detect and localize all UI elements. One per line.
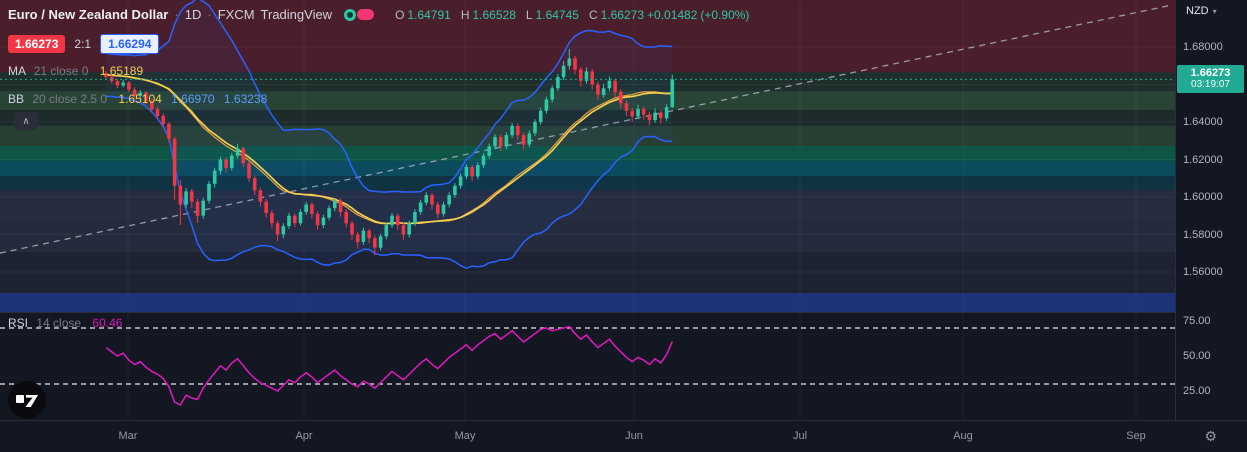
symbol-header-row: Euro / New Zealand Dollar · 1D · FXCM Tr… [8, 6, 749, 23]
chevron-down-icon: ▾ [1212, 6, 1217, 16]
price-axis-label: 1.60000 [1183, 191, 1223, 203]
bb-basis-value: 1.65104 [118, 92, 162, 106]
time-axis-label: May [454, 430, 476, 442]
low-label: L [525, 7, 533, 22]
price-axis-label: 1.56000 [1183, 266, 1223, 278]
time-axis-label: Aug [953, 430, 973, 442]
ma-value: 1.65189 [99, 64, 144, 78]
pane-separator[interactable] [0, 312, 1175, 313]
ohlc-readout: O 1.64791 H 1.66528 L 1.64745 C 1.66273 +0.0… [388, 8, 749, 22]
high-value: 1.66528 [472, 7, 516, 22]
time-axis-label: Apr [295, 430, 313, 442]
rsi-legend[interactable]: RSI 14 close 60.46 [8, 316, 122, 330]
price-flag-blue[interactable]: 1.66294 [100, 34, 160, 54]
price-flag-red[interactable]: 1.66273 [8, 35, 66, 53]
price-axis[interactable]: NZD ▾ 1.66273 03:19:07 1.680001.660001.6… [1175, 0, 1247, 452]
bb-lower-value: 1.63238 [223, 92, 268, 106]
price-axis-label: 1.58000 [1183, 228, 1223, 241]
rsi-value: 60.46 [92, 316, 123, 330]
separator-dot: · [174, 7, 179, 22]
separator-dot: · [207, 7, 212, 22]
pink-pill-icon [357, 9, 375, 20]
interval-label[interactable]: 1D [184, 7, 202, 22]
tradingview-logo[interactable] [8, 381, 46, 424]
time-axis[interactable]: ⚙ Mar Apr May Jun Jul Aug Sep [0, 420, 1247, 452]
chevron-up-icon: ∧ [22, 115, 30, 127]
green-dot-icon [344, 8, 357, 21]
price-axis-label: 1.64000 [1183, 116, 1223, 128]
rsi-name: RSI [8, 316, 29, 330]
change-percent: (+0.90%) [700, 7, 750, 22]
brand-label: TradingView [260, 7, 333, 22]
rsi-chart-canvas[interactable] [0, 312, 1175, 420]
low-value: 1.64745 [535, 7, 579, 22]
chart-legend: Euro / New Zealand Dollar · 1D · FXCM Tr… [8, 6, 749, 106]
rsi-axis-label: 50.00 [1183, 350, 1211, 362]
last-price-label: 1.66273 03:19:07 [1177, 65, 1244, 94]
change-value: +0.01482 [647, 7, 698, 22]
rsi-axis-label: 75.00 [1183, 315, 1211, 327]
price-axis-label: 1.68000 [1183, 41, 1223, 53]
high-label: H [460, 7, 470, 22]
symbol-title[interactable]: Euro / New Zealand Dollar [8, 7, 169, 22]
time-axis-label: Sep [1126, 430, 1146, 442]
open-value: 1.64791 [407, 7, 451, 22]
time-axis-label: Mar [118, 430, 138, 442]
tradingview-logo-icon [8, 381, 46, 419]
settings-gear-icon[interactable]: ⚙ [1204, 428, 1217, 444]
exchange-label[interactable]: FXCM [217, 7, 255, 22]
ma-name: MA [8, 64, 26, 78]
last-price-value: 1.66273 [1190, 67, 1231, 80]
time-axis-label: Jul [792, 430, 808, 442]
ma-params: 21 close 0 [33, 64, 89, 78]
main-chart-canvas[interactable] [0, 0, 1175, 312]
price-flags-row: 1.66273 2:1 1.66294 [8, 33, 160, 55]
open-label: O [395, 7, 405, 22]
rsi-params: 14 close [36, 316, 82, 330]
risk-reward-ratio: 2:1 [74, 37, 92, 51]
axis-currency-dropdown[interactable]: NZD ▾ [1186, 5, 1217, 17]
bb-legend[interactable]: BB 20 close 2.5 0 1.65104 1.66970 1.6323… [8, 92, 267, 106]
bb-upper-value: 1.66970 [171, 92, 215, 106]
ma-legend[interactable]: MA 21 close 0 1.65189 [8, 64, 143, 78]
rsi-axis-label: 25.00 [1183, 385, 1211, 397]
bb-params: 20 close 2.5 0 [32, 92, 108, 106]
close-value: 1.66273 [600, 7, 645, 22]
close-label: C [588, 7, 598, 22]
bar-countdown: 03:19:07 [1191, 79, 1230, 91]
collapse-pane-button[interactable]: ∧ [14, 112, 38, 130]
time-axis-label: Jun [625, 430, 643, 442]
currency-label: NZD [1186, 5, 1209, 17]
price-axis-label: 1.62000 [1183, 153, 1223, 166]
bb-name: BB [8, 92, 25, 106]
